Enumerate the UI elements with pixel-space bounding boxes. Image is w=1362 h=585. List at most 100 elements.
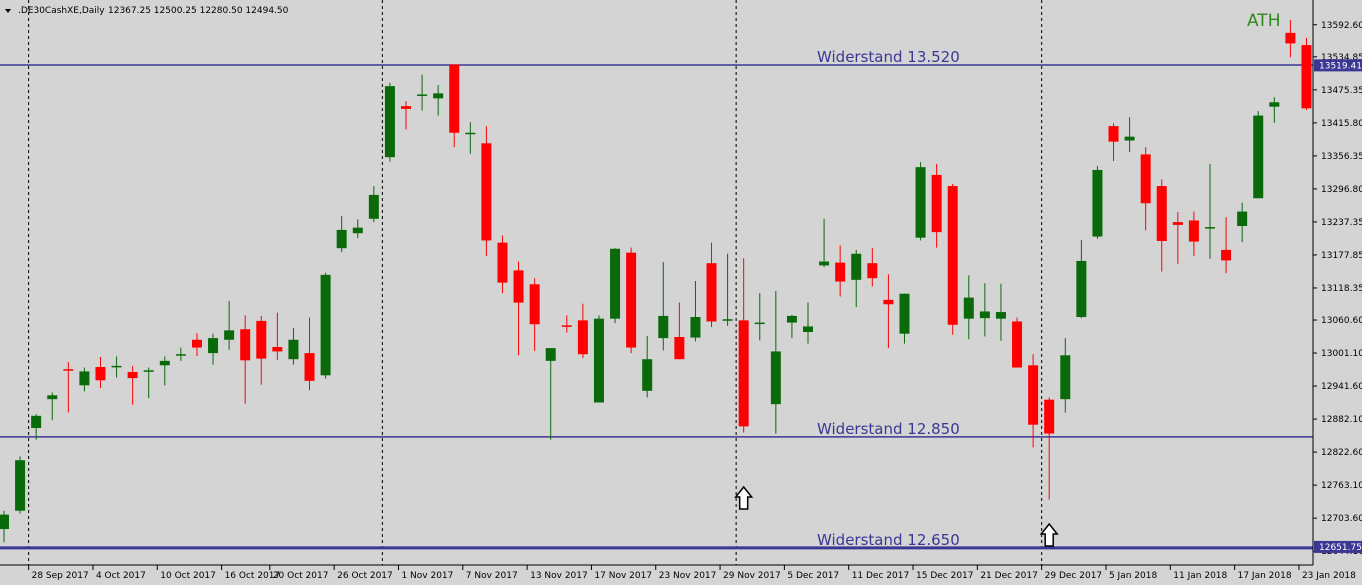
bearish-candle xyxy=(127,371,138,379)
date-tick-label: 29 Nov 2017 xyxy=(723,571,781,581)
bullish-candle xyxy=(658,315,669,339)
bullish-candle xyxy=(288,339,299,360)
chart-symbol: .DE30CashXE,Daily xyxy=(18,6,105,16)
resistance-label: Widerstand 12.850 xyxy=(817,420,960,438)
price-tick-label: 13177.85 xyxy=(1321,251,1362,261)
bearish-candle xyxy=(867,263,878,279)
bullish-candle xyxy=(803,326,813,333)
bearish-candle xyxy=(529,284,540,325)
bullish-candle xyxy=(79,371,90,386)
price-tag-label: 13519.41 xyxy=(1319,61,1362,71)
price-tick-label: 12763.10 xyxy=(1321,481,1362,491)
vertical-gridlines xyxy=(28,0,1043,565)
price-tick-label: 12822.60 xyxy=(1321,448,1362,458)
bearish-candle xyxy=(1140,154,1151,204)
bullish-candle xyxy=(1060,355,1071,400)
bearish-candle xyxy=(304,353,315,381)
price-tick-label: 13118.35 xyxy=(1321,284,1362,294)
up-arrow-icon xyxy=(1039,522,1059,547)
bullish-candle xyxy=(1237,211,1248,227)
bullish-candle xyxy=(610,248,621,319)
bearish-candle xyxy=(835,262,846,282)
bearish-candle xyxy=(191,339,202,348)
bullish-candle xyxy=(31,415,42,429)
bullish-candle xyxy=(722,319,733,321)
date-tick-label: 26 Oct 2017 xyxy=(337,571,393,581)
price-tick-label: 12941.60 xyxy=(1321,382,1362,392)
date-tick-label: 17 Jan 2018 xyxy=(1238,571,1292,581)
bearish-candle xyxy=(1301,45,1312,109)
bearish-candle xyxy=(481,143,492,241)
bullish-candle xyxy=(690,317,701,338)
bearish-candle xyxy=(1221,249,1232,261)
bullish-candle xyxy=(915,167,926,238)
bearish-candle xyxy=(626,252,637,348)
bearish-candle xyxy=(256,320,267,359)
price-tick-label: 13237.35 xyxy=(1321,218,1362,228)
bullish-candle xyxy=(851,253,862,280)
date-tick-label: 5 Dec 2017 xyxy=(787,571,839,581)
price-tick-label: 13475.35 xyxy=(1321,86,1362,96)
date-tick-label: 11 Dec 2017 xyxy=(852,571,910,581)
price-tick-label: 12703.60 xyxy=(1321,514,1362,524)
bullish-candle xyxy=(1076,260,1087,318)
resistance-label: Widerstand 12.650 xyxy=(817,531,960,549)
bearish-candle xyxy=(1188,220,1199,242)
bullish-candle xyxy=(465,132,476,135)
up-arrow-icon xyxy=(734,485,754,510)
bearish-candle xyxy=(1108,126,1119,142)
bearish-candle xyxy=(706,263,717,322)
date-tick-label: 7 Nov 2017 xyxy=(466,571,518,581)
bearish-candle xyxy=(1285,32,1296,44)
candles xyxy=(0,20,1312,543)
price-tick-label: 13592.60 xyxy=(1321,21,1362,31)
resistance-label: Widerstand 13.520 xyxy=(817,48,960,66)
bullish-candle xyxy=(433,93,444,99)
bearish-candle xyxy=(931,174,942,233)
date-tick-label: 11 Jan 2018 xyxy=(1173,571,1227,581)
bullish-candle xyxy=(754,322,765,325)
bearish-candle xyxy=(449,64,460,133)
bullish-candle xyxy=(0,514,9,530)
date-tick-label: 1 Nov 2017 xyxy=(401,571,453,581)
bullish-candle xyxy=(1124,136,1135,141)
price-tag-label: 12651.75 xyxy=(1319,543,1362,553)
date-tick-label: 21 Dec 2017 xyxy=(980,571,1038,581)
date-tick-label: 10 Oct 2017 xyxy=(160,571,216,581)
bullish-candle xyxy=(320,274,331,376)
bearish-candle xyxy=(1156,186,1167,241)
date-tick-label: 13 Nov 2017 xyxy=(530,571,588,581)
bullish-candle xyxy=(175,354,186,356)
bearish-candle xyxy=(1044,399,1055,434)
bearish-candle xyxy=(674,337,685,360)
bullish-candle xyxy=(1253,115,1264,199)
bearish-candle xyxy=(513,270,524,303)
bullish-candle xyxy=(208,338,219,354)
chart-ohlc: 12367.25 12500.25 12280.50 12494.50 xyxy=(108,6,289,16)
bullish-candle xyxy=(1269,102,1280,107)
bearish-candle xyxy=(272,346,283,352)
bearish-candle xyxy=(63,369,74,371)
price-tick-label: 13060.60 xyxy=(1321,316,1362,326)
date-tick-label: 4 Oct 2017 xyxy=(96,571,146,581)
price-tick-label: 13296.80 xyxy=(1321,185,1362,195)
bullish-candle xyxy=(15,460,26,511)
bullish-candle xyxy=(642,359,653,391)
bullish-candle xyxy=(979,311,990,319)
bearish-candle xyxy=(738,320,749,427)
bullish-candle xyxy=(47,395,58,400)
bullish-candle xyxy=(899,293,910,334)
ath-label: ATH xyxy=(1247,11,1280,31)
triangle-down-icon[interactable] xyxy=(5,9,11,13)
bullish-candle xyxy=(224,330,235,340)
price-tick-label: 13534.85 xyxy=(1321,53,1362,63)
date-axis: 28 Sep 2017 4 Oct 2017 10 Oct 2017 16 Oct 2… xyxy=(28,565,1356,581)
date-tick-label: 20 Oct 2017 xyxy=(273,571,329,581)
bullish-candle xyxy=(593,318,604,403)
bullish-candle xyxy=(417,94,428,96)
price-axis: 13592.60 13534.85 13475.35 13415.80 13356.35… xyxy=(0,0,1362,566)
date-tick-label: 29 Dec 2017 xyxy=(1045,571,1103,581)
bearish-candle xyxy=(240,329,251,361)
